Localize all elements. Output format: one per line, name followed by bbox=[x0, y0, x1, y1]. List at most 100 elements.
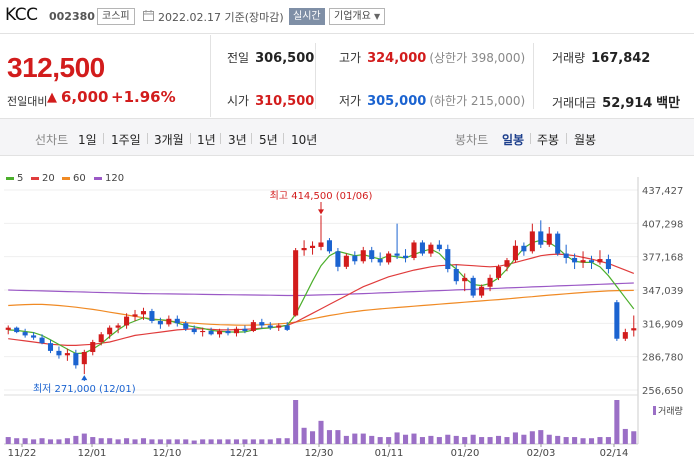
x-tick-label: 12/10 bbox=[153, 448, 182, 459]
stat-value: 310,500 bbox=[255, 94, 315, 109]
volume-bar bbox=[107, 438, 113, 444]
volume-bar bbox=[22, 438, 28, 444]
tab-5year[interactable]: 5년 bbox=[259, 133, 278, 147]
candle-body bbox=[14, 327, 20, 333]
lower-limit: (하한가 215,000) bbox=[429, 94, 526, 108]
stat-label: 거래대금 bbox=[552, 96, 597, 110]
candle-body bbox=[470, 277, 476, 296]
tab-1year[interactable]: 1년 bbox=[197, 133, 216, 147]
candle-body bbox=[90, 342, 96, 352]
tab-monthly[interactable]: 월봉 bbox=[574, 133, 597, 147]
candle-body bbox=[225, 330, 231, 334]
legend-label: 5 bbox=[17, 173, 24, 184]
divider bbox=[566, 133, 567, 144]
y-tick-label: 316,909 bbox=[642, 319, 683, 330]
volume-bar bbox=[462, 437, 468, 444]
up-arrow-icon: ▲ bbox=[47, 90, 57, 105]
volume-bar bbox=[402, 434, 409, 444]
candle-body bbox=[47, 343, 54, 351]
candle-body bbox=[217, 330, 223, 335]
volume-bar bbox=[64, 438, 70, 444]
volume-bar bbox=[419, 437, 425, 444]
volume-bar bbox=[191, 440, 197, 444]
volume-bar bbox=[453, 435, 459, 444]
stat-label: 거래량 bbox=[552, 51, 586, 65]
volume-bar bbox=[310, 431, 316, 444]
candle-body bbox=[411, 242, 417, 258]
candle-body bbox=[200, 330, 206, 333]
candle-body bbox=[572, 257, 578, 263]
stat-label: 고가 bbox=[339, 51, 362, 65]
legend-swatch bbox=[62, 176, 70, 180]
y-tick-label: 347,039 bbox=[642, 286, 683, 297]
ma120-line bbox=[8, 282, 634, 297]
volume-bar bbox=[572, 437, 578, 444]
tab-daily[interactable]: 일봉 bbox=[502, 133, 525, 147]
y-tick-label: 256,650 bbox=[642, 386, 683, 397]
company-overview-label: 기업개요 bbox=[334, 11, 371, 22]
ma5-line bbox=[8, 239, 635, 355]
tab-1week[interactable]: 1주일 bbox=[111, 133, 141, 147]
price-summary: 312,500 전일대비 ▲ 6,000 +1.96% bbox=[0, 35, 211, 117]
tab-3month[interactable]: 3개월 bbox=[154, 133, 184, 147]
volume-bar bbox=[5, 437, 11, 444]
tab-weekly[interactable]: 주봉 bbox=[537, 133, 560, 147]
legend-swatch bbox=[94, 176, 102, 180]
candle-body bbox=[259, 322, 265, 326]
tab-1day[interactable]: 1일 bbox=[78, 133, 97, 147]
candle-body bbox=[301, 248, 307, 251]
stat-value: 52,914 bbox=[602, 96, 653, 111]
tab-line-chart[interactable]: 선차트 bbox=[35, 133, 69, 147]
candle-body bbox=[402, 255, 409, 258]
stat-value: 167,842 bbox=[591, 51, 651, 66]
volume-bar bbox=[115, 439, 121, 444]
chevron-down-icon: ▼ bbox=[374, 12, 381, 21]
divider bbox=[530, 133, 531, 144]
candlestick-chart[interactable]: 437,427 407,298 377,168 347,039 316,909 286,7… bbox=[0, 157, 694, 464]
high-annotation: 최고 414,500 (01/06) bbox=[270, 190, 373, 202]
candle-body bbox=[284, 325, 290, 330]
volume-bar bbox=[529, 431, 535, 444]
divider bbox=[283, 133, 284, 144]
company-overview-button[interactable]: 기업개요 ▼ bbox=[329, 8, 386, 25]
volume-bar bbox=[428, 435, 434, 444]
candle-body bbox=[504, 260, 510, 267]
ma20-line bbox=[8, 253, 635, 346]
volume-bar bbox=[284, 438, 290, 444]
volume-bar bbox=[377, 437, 383, 444]
candle-body bbox=[631, 328, 637, 331]
candle-body bbox=[352, 255, 358, 262]
legend-ma60: 60 bbox=[62, 173, 86, 184]
candle-body bbox=[107, 327, 113, 335]
volume-bar bbox=[124, 438, 130, 444]
volume-bar bbox=[445, 434, 451, 444]
candle-body bbox=[614, 302, 620, 339]
candle-body bbox=[149, 311, 155, 322]
candle-body bbox=[5, 327, 11, 330]
volume-bar bbox=[622, 428, 628, 444]
volume-bar bbox=[580, 438, 586, 444]
volume-bar bbox=[597, 437, 603, 444]
candle-body bbox=[293, 250, 299, 316]
tab-10year[interactable]: 10년 bbox=[291, 133, 318, 147]
candle-body bbox=[115, 325, 121, 328]
tab-candle-chart[interactable]: 봉차트 bbox=[455, 133, 489, 147]
volume-bar bbox=[31, 439, 37, 444]
candle-body bbox=[124, 316, 130, 326]
stat-prev-close: 전일 306,500 bbox=[227, 49, 314, 66]
candle-body bbox=[479, 286, 485, 296]
calendar-icon bbox=[143, 10, 154, 21]
candle-body bbox=[436, 244, 442, 250]
tab-3year[interactable]: 3년 bbox=[228, 133, 247, 147]
divider bbox=[315, 43, 316, 109]
x-tick-label: 12/01 bbox=[78, 448, 107, 459]
volume-bar bbox=[495, 435, 502, 444]
stat-low: 저가 305,000 (하한가 215,000) bbox=[339, 92, 525, 109]
candle-body bbox=[555, 233, 561, 254]
candle-body bbox=[377, 259, 383, 263]
volume-bar bbox=[352, 433, 358, 444]
candle-body bbox=[242, 328, 248, 331]
candle-body bbox=[233, 328, 240, 334]
realtime-button[interactable]: 실시간 bbox=[289, 8, 325, 25]
volume-bar bbox=[132, 439, 138, 444]
